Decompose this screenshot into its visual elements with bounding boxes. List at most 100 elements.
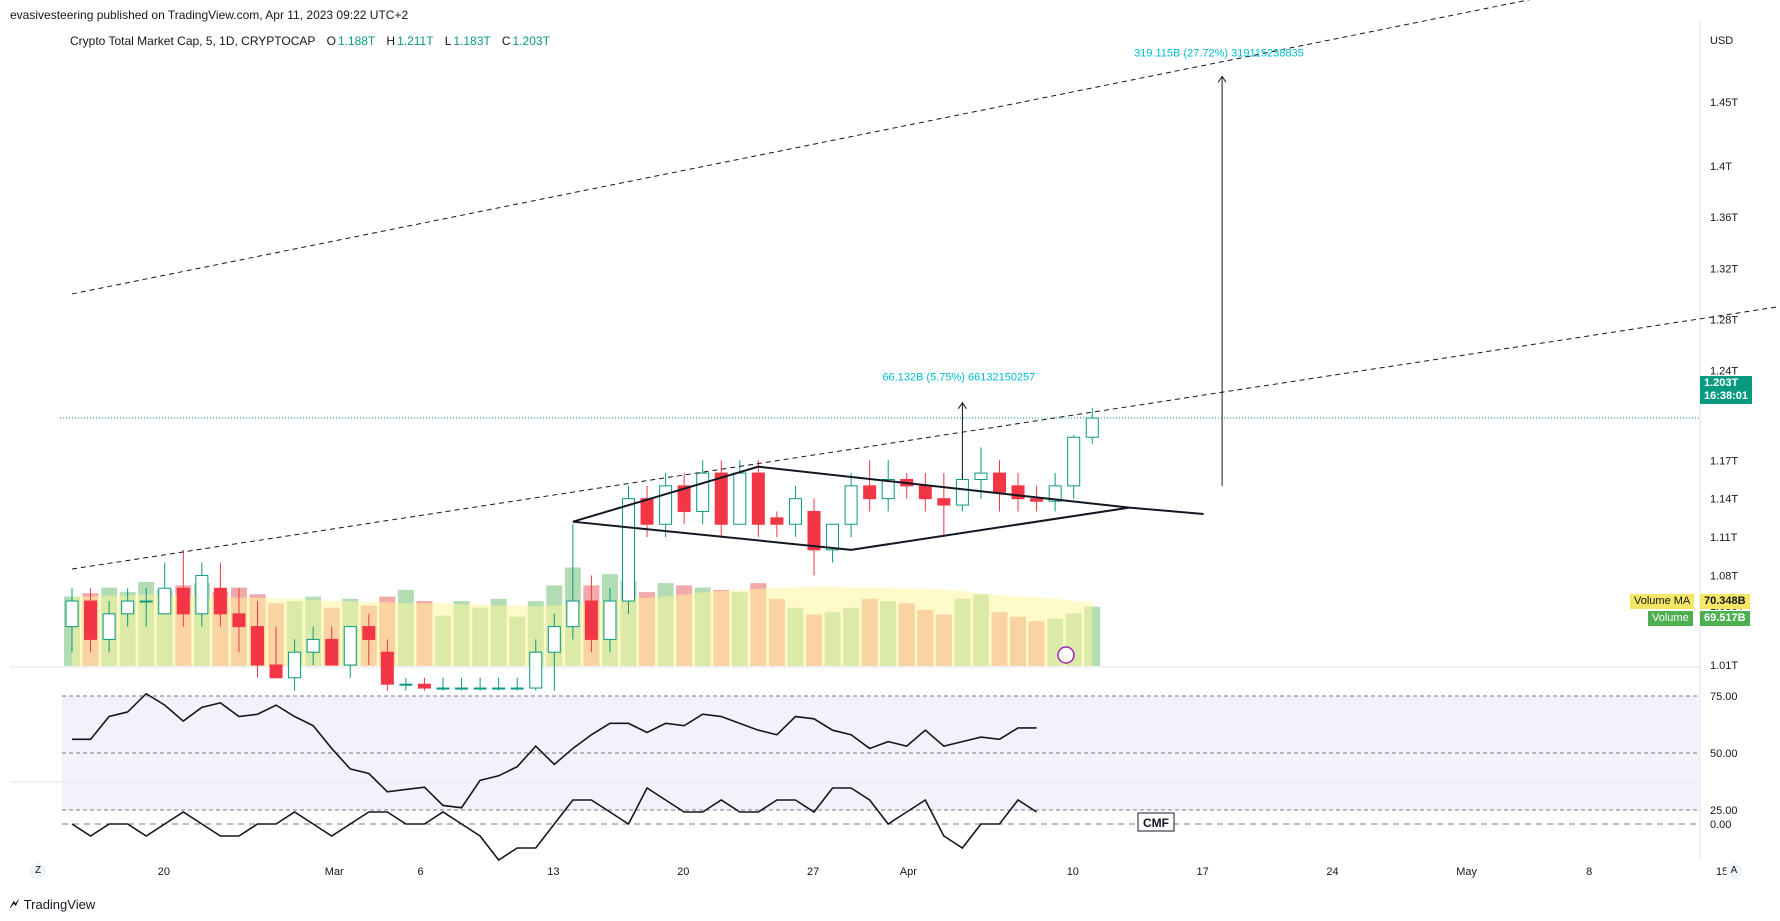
candle-body (547, 626, 561, 653)
footer-brand-text: TradingView (23, 896, 96, 912)
volume-value-badge: 69.517B (1700, 611, 1750, 626)
price-axis-tick: 1.28T (1710, 315, 1738, 327)
candle-body (195, 574, 209, 615)
candle-body (881, 478, 895, 500)
candle-body (659, 485, 673, 525)
candle-body (733, 472, 747, 525)
candle-body (751, 472, 765, 525)
candle-body (288, 651, 302, 679)
candle-body (65, 600, 79, 628)
measure-label-large: 319.115B (27.72%) 319115238835 (1134, 47, 1304, 59)
open-label: O (326, 34, 336, 48)
candle-body (844, 485, 858, 525)
time-axis-label: 20 (677, 866, 689, 878)
close-label: C (501, 34, 511, 48)
auto-scale-button[interactable]: A (1726, 863, 1742, 879)
time-axis-label: 8 (1586, 866, 1592, 878)
cmf-label-box (1137, 812, 1175, 832)
price-axis-tick: 1.17T (1710, 455, 1738, 467)
candle-body (677, 485, 691, 512)
lower-channel-line (71, 306, 1779, 570)
candle-body (232, 613, 246, 628)
candle-body (213, 587, 227, 615)
candle-body (362, 626, 376, 640)
price-axis-tick: 1.14T (1710, 494, 1738, 506)
candle-body (826, 523, 840, 551)
volume-ma-label-badge: Volume MA (1630, 594, 1695, 609)
time-axis-label: May (1456, 866, 1477, 878)
time-axis-label: 6 (417, 866, 423, 878)
measure-arrow-large-head (1217, 75, 1227, 83)
price-axis-tick: 1.08T (1710, 570, 1738, 582)
candle-body (306, 638, 320, 653)
candle-body (993, 472, 1006, 493)
candle-body (121, 600, 135, 615)
time-axis-label: 13 (547, 866, 559, 878)
candle-body (473, 687, 487, 690)
candle-body (176, 587, 190, 615)
low-value: 1.183T (453, 34, 491, 48)
candle-body (510, 687, 524, 690)
candle-body (158, 587, 172, 615)
volume-ma-value-badge: 70.348B (1700, 594, 1750, 609)
high-label: H (386, 34, 396, 48)
candle-body (918, 485, 932, 500)
time-axis-label: 20 (158, 866, 170, 878)
price-axis-unit: USD (1710, 35, 1733, 47)
time-axis-label: Mar (325, 866, 344, 878)
candle-body (436, 687, 450, 690)
current-price-badge: 1.203T 16:38:01 (1700, 376, 1753, 404)
time-axis-label: 27 (807, 866, 819, 878)
time-axis-label: 24 (1326, 866, 1338, 878)
candle-body (1067, 436, 1081, 487)
publisher-header: evasivesteering published on TradingView… (10, 8, 409, 22)
candle-body (584, 600, 598, 640)
candle-body (622, 498, 635, 602)
symbol-legend: Crypto Total Market Cap, 5, 1D, CRYPTOCA… (70, 34, 550, 48)
close-value: 1.203T (512, 34, 550, 48)
candle-body (325, 638, 339, 666)
candle-body (863, 485, 877, 500)
symbol-title: Crypto Total Market Cap, 5, 1D, CRYPTOCA… (70, 34, 316, 48)
footer-brand: 🗲 TradingView (10, 896, 95, 912)
price-axis-tick: 1.11T (1710, 532, 1738, 544)
zoom-left-button[interactable]: Z (30, 863, 46, 879)
candle-body (696, 472, 710, 512)
price-axis-tick: 1.36T (1710, 212, 1738, 224)
candle-body (139, 600, 153, 603)
candle-body (788, 498, 802, 525)
candle-body (492, 687, 506, 690)
current-price: 1.203T (1704, 377, 1739, 389)
price-axis-tick: 1.32T (1710, 263, 1738, 275)
candle-body (529, 651, 543, 689)
open-value: 1.188T (337, 34, 376, 48)
candle-body (102, 613, 116, 640)
candle-body (566, 600, 580, 628)
candle-body (1030, 498, 1044, 502)
time-axis-label: 15 (1716, 866, 1728, 878)
candle-body (974, 472, 988, 480)
high-value: 1.211T (397, 34, 434, 48)
rsi-axis-tick: 25.00 (1710, 805, 1738, 817)
tradingview-logo-icon: 🗲 (10, 896, 19, 911)
candle-body (269, 664, 283, 679)
wedge-extension (1129, 506, 1204, 516)
cmf-label: CMF (1143, 816, 1169, 830)
time-axis-label: Apr (900, 866, 917, 878)
candle-body (417, 683, 431, 689)
volume-label-badge: Volume (1648, 611, 1693, 626)
cmf-axis-tick: 0.00 (1710, 819, 1731, 831)
candle-body (955, 478, 969, 506)
low-label: L (444, 34, 452, 48)
lightning-icon (1057, 646, 1075, 664)
candle-body (455, 687, 469, 690)
candle-body (1048, 485, 1062, 502)
candle-body (399, 683, 413, 686)
upper-channel-line (71, 0, 1531, 295)
price-axis-tick: 1.45T (1710, 97, 1738, 109)
price-axis-tick: 1.01T (1710, 660, 1738, 672)
candle-body (251, 626, 264, 666)
measure-label-small: 66.132B (5.75%) 66132150257 (882, 372, 1035, 384)
candle-body (640, 498, 654, 525)
